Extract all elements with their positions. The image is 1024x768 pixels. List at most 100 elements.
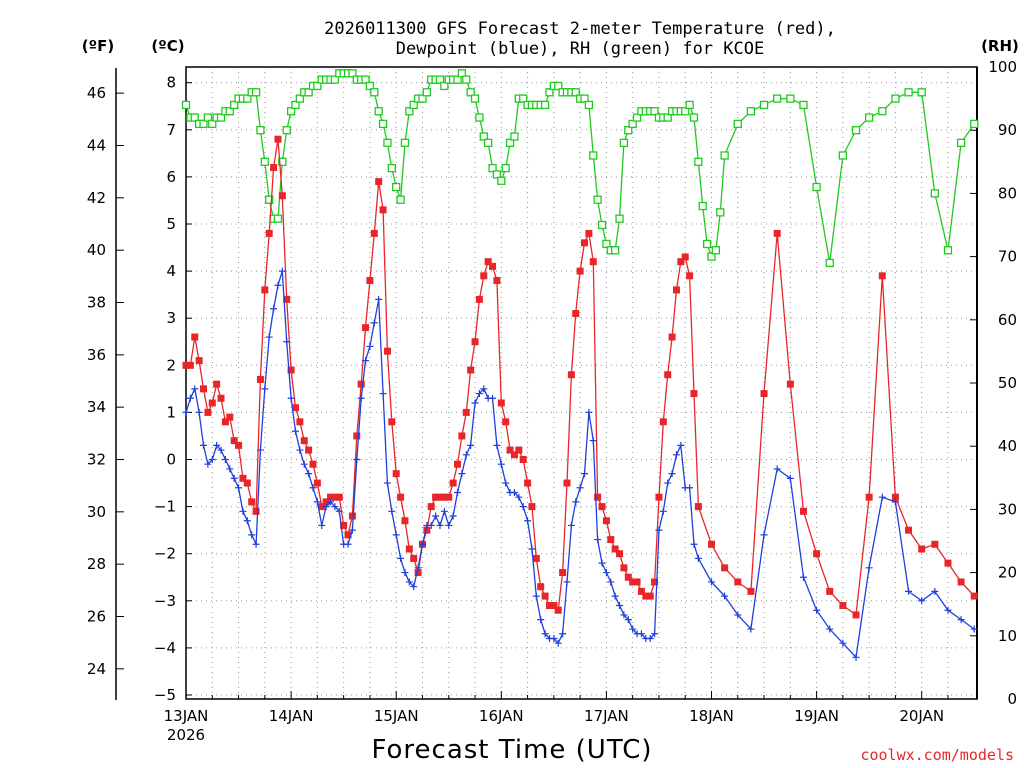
fahrenheit-tick-label: 38 [87, 294, 106, 312]
dewpoint-point [611, 592, 619, 600]
rh-point [365, 81, 375, 91]
celsius-tick-label: 6 [166, 168, 176, 186]
rh-point [505, 138, 515, 147]
temperature-point [852, 611, 860, 619]
rh-point [273, 214, 283, 223]
rh-point [545, 88, 554, 97]
celsius-tick-label: 5 [166, 215, 176, 233]
rh-point [663, 113, 672, 122]
dewpoint-point [708, 578, 715, 586]
rh-point [497, 176, 506, 185]
rh-point [462, 75, 471, 84]
temperature-point [440, 493, 448, 501]
temperature-point [204, 408, 212, 416]
temperature-point [813, 550, 821, 558]
rh-point [286, 107, 296, 116]
temperature-point [397, 493, 405, 501]
rh-point [878, 107, 887, 116]
temperature-point [559, 569, 567, 577]
temperature-point [878, 272, 886, 280]
rh-point [208, 119, 217, 129]
temperature-point [200, 385, 208, 393]
temperature-point [318, 503, 326, 511]
temperature-point [383, 347, 391, 355]
dewpoint-point [672, 451, 680, 459]
celsius-tick-label: 3 [166, 309, 176, 327]
rh-point [251, 88, 261, 97]
date-tick-label: 19JAN [794, 707, 839, 725]
celsius-tick-label: 4 [166, 262, 176, 280]
dewpoint-point [629, 625, 637, 633]
dewpoint-series [182, 267, 978, 661]
celsius-unit-label: (ºC) [151, 37, 184, 55]
dewpoint-point [581, 470, 589, 478]
temperature-point [672, 286, 680, 294]
temperature-point [388, 418, 396, 426]
temperature-point [436, 493, 444, 501]
fahrenheit-tick-label: 32 [87, 451, 106, 469]
dewpoint-point [208, 456, 216, 463]
rh-point [418, 94, 427, 103]
temperature-point [392, 470, 400, 478]
dewpoint-point [331, 503, 339, 511]
dewpoint-point [243, 517, 251, 525]
rh-point [602, 239, 611, 249]
temperature-point [668, 333, 676, 341]
rh-point [383, 138, 392, 147]
rh-point [759, 100, 769, 110]
temperature-point [532, 554, 540, 562]
rh-point [256, 126, 265, 135]
rh-point [400, 138, 410, 147]
temperature-point [283, 295, 291, 303]
dewpoint-point [252, 540, 260, 548]
dewpoint-point [230, 474, 238, 482]
dewpoint-point [344, 540, 352, 548]
rh-point [291, 100, 300, 110]
dewpoint-point [432, 512, 440, 520]
dewpoint-point [278, 267, 286, 275]
temperature-point [195, 357, 203, 365]
rh-point [304, 88, 313, 97]
dewpoint-point [309, 484, 317, 492]
dewpoint-point [918, 597, 926, 605]
credit-text[interactable]: coolwx.com/models [860, 746, 1014, 764]
fahrenheit-tick-label: 46 [87, 84, 106, 102]
dewpoint-point [287, 394, 295, 402]
date-tick-label: 20JAN [899, 707, 944, 725]
temperature-point [278, 192, 286, 200]
temperature-point [366, 277, 374, 285]
dewpoint-point [379, 390, 387, 398]
temperature-point [690, 390, 698, 398]
temperature-point [335, 493, 343, 501]
dewpoint-point [449, 512, 457, 520]
rh-point [260, 157, 269, 166]
temperature-point [581, 239, 589, 247]
dewpoint-point [734, 611, 742, 619]
temperature-point [191, 333, 199, 341]
dewpoint-point [690, 540, 698, 548]
temperature-point [313, 479, 321, 487]
rh-point [812, 182, 821, 192]
dewpoint-point [182, 408, 190, 416]
dewpoint-point [270, 305, 278, 313]
fahrenheit-tick-label: 26 [87, 608, 106, 626]
rh-point [396, 195, 405, 204]
chart-title-line1: 2026011300 GFS Forecast 2-meter Temperat… [324, 19, 836, 39]
dewpoint-point [515, 493, 523, 501]
temperature-point [340, 521, 348, 529]
rh-point [956, 138, 966, 147]
dewpoint-point [480, 385, 488, 393]
dewpoint-point [305, 470, 313, 478]
celsius-tick-label: −4 [154, 639, 176, 657]
temperature-point [616, 550, 624, 558]
fahrenheit-unit-label: (ºF) [82, 37, 114, 55]
dewpoint-point [865, 564, 873, 572]
rh-point [580, 94, 589, 103]
temperature-point [620, 564, 628, 572]
fahrenheit-tick-label: 34 [87, 398, 106, 416]
rh-point [409, 100, 418, 110]
temperature-point [576, 267, 584, 275]
temperature-point [427, 503, 435, 511]
temperature-point [510, 451, 518, 459]
temperature-point [248, 498, 256, 506]
